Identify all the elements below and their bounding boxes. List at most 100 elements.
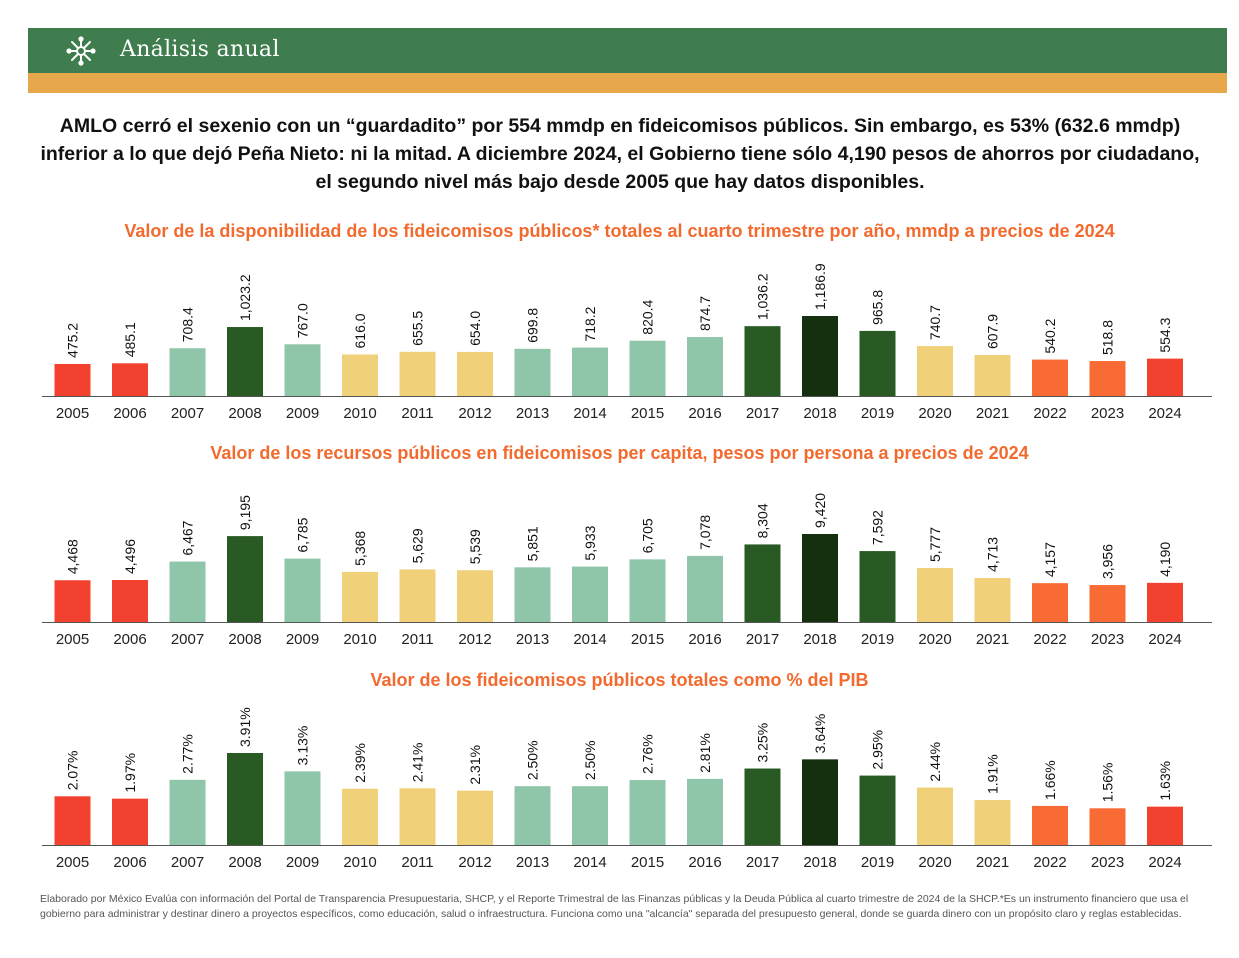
chart-2-title: Valor de los recursos públicos en fideic…: [210, 443, 1029, 463]
bar-2019: [859, 330, 896, 396]
x-tick-label-2022: 2022: [1033, 405, 1066, 422]
bar-2020: [917, 787, 953, 845]
value-label-2007: 708.4: [180, 307, 196, 342]
x-tick-label-2024: 2024: [1148, 854, 1181, 871]
headline: AMLO cerró el sexenio con un “guardadito…: [40, 115, 1200, 193]
value-label-2014: 2.50%: [582, 740, 598, 780]
bar-2009: [284, 771, 321, 845]
x-tick-label-2015: 2015: [631, 405, 664, 422]
value-label-2008: 9,195: [237, 495, 253, 530]
bar-2018: [802, 534, 838, 622]
x-tick-label-2012: 2012: [458, 631, 491, 648]
value-label-2018: 9,420: [812, 493, 828, 528]
bar-2017: [744, 768, 781, 845]
x-tick-label-2019: 2019: [861, 854, 894, 871]
value-label-2021: 607.9: [985, 314, 1001, 349]
bar-2007: [169, 779, 206, 845]
value-label-2007: 6,467: [180, 520, 196, 555]
x-tick-label-2020: 2020: [918, 854, 951, 871]
x-tick-label-2023: 2023: [1091, 405, 1124, 422]
bar-2023: [1089, 361, 1126, 396]
bar-2005: [54, 580, 91, 622]
value-label-2009: 6,785: [295, 517, 311, 552]
ornament-star-icon: [66, 36, 96, 66]
value-label-2020: 2.44%: [927, 742, 943, 782]
value-label-2010: 2.39%: [352, 743, 368, 783]
x-tick-label-2020: 2020: [918, 631, 951, 648]
bar-2008: [227, 753, 263, 845]
value-label-2017: 3.25%: [755, 723, 771, 763]
x-tick-label-2020: 2020: [918, 405, 951, 422]
bar-2011: [399, 351, 436, 396]
bar-2008: [227, 536, 263, 622]
x-tick-label-2014: 2014: [573, 854, 606, 871]
bar-2011: [399, 788, 436, 845]
value-label-2019: 965.8: [870, 290, 886, 325]
value-label-2005: 2.07%: [65, 751, 81, 791]
x-tick-label-2018: 2018: [803, 854, 836, 871]
x-tick-label-2015: 2015: [631, 631, 664, 648]
header-bar: Análisis anual: [28, 28, 1227, 73]
value-label-2006: 4,496: [122, 539, 138, 574]
value-label-2008: 3.91%: [237, 707, 253, 747]
x-tick-label-2013: 2013: [516, 405, 549, 422]
bar-2008: [227, 327, 263, 396]
x-tick-label-2016: 2016: [688, 854, 721, 871]
value-label-2013: 5,851: [525, 526, 541, 561]
x-tick-label-2006: 2006: [113, 405, 146, 422]
value-label-2015: 820.4: [640, 299, 656, 334]
x-tick-label-2023: 2023: [1091, 631, 1124, 648]
x-tick-label-2021: 2021: [976, 631, 1009, 648]
value-label-2024: 4,190: [1157, 542, 1173, 577]
value-label-2022: 4,157: [1042, 542, 1058, 577]
value-label-2005: 4,468: [65, 539, 81, 574]
value-label-2023: 3,956: [1100, 544, 1116, 579]
bar-2018: [802, 759, 838, 845]
value-label-2007: 2.77%: [180, 734, 196, 774]
x-tick-label-2011: 2011: [401, 631, 433, 648]
x-tick-label-2005: 2005: [56, 405, 89, 422]
value-label-2014: 718.2: [582, 306, 598, 341]
x-tick-label-2016: 2016: [688, 405, 721, 422]
bar-2006: [112, 363, 148, 396]
x-tick-label-2009: 2009: [286, 405, 319, 422]
value-label-2021: 4,713: [985, 537, 1001, 572]
value-label-2013: 699.8: [525, 308, 541, 343]
value-label-2015: 6,705: [640, 518, 656, 553]
value-label-2005: 475.2: [65, 323, 81, 358]
value-label-2014: 5,933: [582, 525, 598, 560]
value-label-2018: 3.64%: [812, 714, 828, 754]
x-tick-label-2007: 2007: [171, 631, 204, 648]
bar-2017: [744, 544, 781, 622]
x-tick-label-2011: 2011: [401, 405, 433, 422]
bar-2014: [572, 566, 608, 622]
chart-per-capita: 4,468 2005 4,496 2006 6,467 2007 9,195 2008 6,78…: [42, 493, 1212, 648]
value-label-2018: 1,186.9: [812, 263, 828, 310]
chart-fideicomisos-mmdp: 475.2 2005 485.1 2006 708.4 2007 1,023.2 2008 76…: [42, 263, 1212, 422]
value-label-2023: 1.56%: [1100, 763, 1116, 803]
bar-2019: [859, 551, 896, 622]
bar-2024: [1147, 582, 1183, 622]
value-label-2011: 5,629: [410, 528, 426, 563]
bar-2015: [629, 340, 666, 396]
value-label-2016: 874.7: [697, 296, 713, 331]
x-tick-label-2018: 2018: [803, 405, 836, 422]
bar-2013: [514, 348, 551, 396]
value-label-2006: 485.1: [122, 322, 138, 357]
bar-2021: [974, 355, 1011, 396]
bar-2006: [112, 798, 148, 845]
value-label-2013: 2.50%: [525, 740, 541, 780]
value-label-2019: 7,592: [870, 510, 886, 545]
x-tick-label-2023: 2023: [1091, 854, 1124, 871]
x-tick-label-2006: 2006: [113, 631, 146, 648]
value-label-2010: 5,368: [352, 531, 368, 566]
value-label-2017: 1,036.2: [755, 273, 771, 320]
value-label-2006: 1.97%: [122, 753, 138, 793]
x-tick-label-2005: 2005: [56, 854, 89, 871]
bar-2012: [457, 570, 493, 622]
bar-2016: [687, 337, 723, 396]
bar-2013: [514, 786, 551, 845]
value-label-2021: 1.91%: [985, 754, 1001, 794]
bar-2016: [687, 555, 723, 622]
x-tick-label-2007: 2007: [171, 405, 204, 422]
